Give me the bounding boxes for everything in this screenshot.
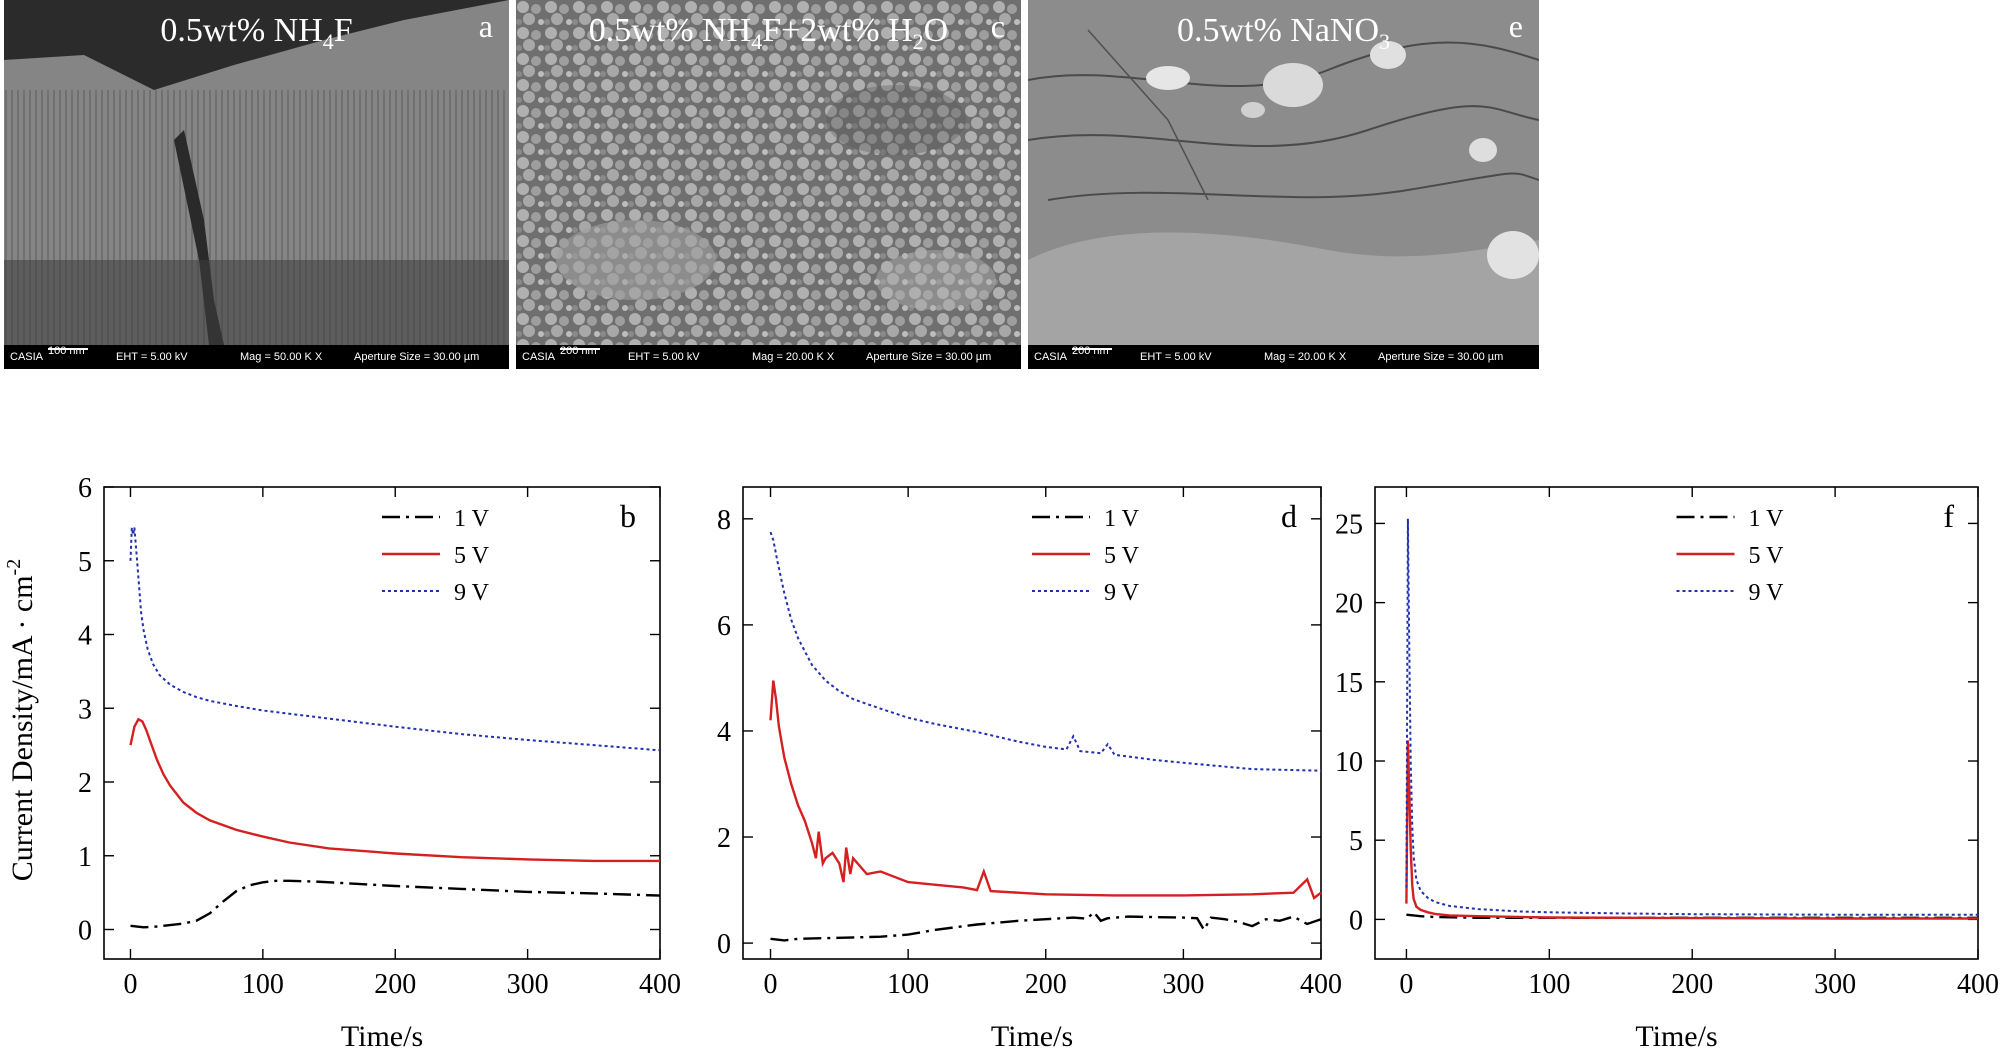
y-tick-label: 15 xyxy=(1335,668,1363,699)
sem-databar: CASIA 100 nm EHT = 5.00 kV Mag = 50.00 K… xyxy=(4,345,509,369)
panel-letter: a xyxy=(478,8,493,44)
x-axis-label: Time/s xyxy=(1635,1020,1717,1053)
mag-label: Mag = 20.00 K X xyxy=(1264,351,1347,363)
sem-image-e: 0.5wt% NaNO3 e CASIA 200 nm EHT = 5.00 k… xyxy=(1028,0,1539,369)
series-line-5v xyxy=(1405,740,1978,920)
aperture-label: Aperture Size = 30.00 µm xyxy=(866,351,992,363)
legend-label: 5 V xyxy=(454,543,490,569)
legend-label: 5 V xyxy=(1104,543,1140,569)
x-tick-label: 100 xyxy=(887,969,929,1000)
aperture-label: Aperture Size = 30.00 µm xyxy=(1378,351,1504,363)
sem-image-a: 0.5wt% NH4F a CASIA 100 nm EHT = 5.00 kV… xyxy=(4,0,509,369)
panel-letter: d xyxy=(1281,498,1297,534)
x-tick-label: 200 xyxy=(374,969,416,1000)
x-tick-label: 0 xyxy=(764,969,778,1000)
series-line-5v xyxy=(769,680,1322,900)
x-tick-label: 200 xyxy=(1025,969,1067,1000)
x-tick-label: 100 xyxy=(242,969,284,1000)
series-line-5v xyxy=(129,717,660,863)
x-tick-label: 0 xyxy=(1399,969,1413,1000)
plot-frame xyxy=(742,486,1322,960)
legend-label: 9 V xyxy=(454,580,490,606)
y-tick-label: 8 xyxy=(717,505,731,536)
y-tick-label: 0 xyxy=(78,916,92,947)
brand-label: CASIA xyxy=(10,351,44,363)
series-line-9v xyxy=(1405,518,1978,916)
eht-label: EHT = 5.00 kV xyxy=(1140,351,1212,363)
y-tick-label: 20 xyxy=(1335,589,1363,620)
sem-label: 0.5wt% NaNO3 xyxy=(1176,12,1391,54)
plot-frame xyxy=(103,486,661,960)
aperture-label: Aperture Size = 30.00 µm xyxy=(354,351,480,363)
legend-label: 1 V xyxy=(454,506,490,532)
y-tick-label: 25 xyxy=(1335,509,1363,540)
sem-databar: CASIA 200 nm EHT = 5.00 kV Mag = 20.00 K… xyxy=(516,345,1021,369)
sem-databar: CASIA 200 nm EHT = 5.00 kV Mag = 20.00 K… xyxy=(1028,345,1539,369)
scale-bar xyxy=(48,348,88,350)
eht-label: EHT = 5.00 kV xyxy=(116,351,188,363)
series-line-9v xyxy=(769,531,1322,772)
x-tick-label: 300 xyxy=(1814,969,1856,1000)
legend-label: 1 V xyxy=(1104,506,1140,532)
brand-label: CASIA xyxy=(1034,351,1068,363)
micrograph-texture xyxy=(1028,0,1539,369)
scale-bar xyxy=(560,348,600,350)
x-tick-label: 400 xyxy=(1300,969,1342,1000)
y-tick-label: 6 xyxy=(78,473,92,504)
x-axis-label: Time/s xyxy=(991,1020,1073,1053)
y-tick-label: 4 xyxy=(78,621,92,652)
y-tick-label: 4 xyxy=(717,717,731,748)
x-tick-label: 200 xyxy=(1671,969,1713,1000)
legend-label: 9 V xyxy=(1104,580,1140,606)
x-axis-label: Time/s xyxy=(341,1020,423,1053)
y-tick-label: 5 xyxy=(1349,826,1363,857)
panel-letter: c xyxy=(990,8,1005,44)
y-tick-label: 0 xyxy=(1349,905,1363,936)
x-tick-label: 300 xyxy=(1162,969,1204,1000)
y-tick-label: 5 xyxy=(78,547,92,578)
y-tick-label: 0 xyxy=(717,929,731,960)
x-tick-label: 100 xyxy=(1528,969,1570,1000)
y-tick-label: 6 xyxy=(717,611,731,642)
y-tick-label: 2 xyxy=(78,768,92,799)
panel-letter: b xyxy=(620,498,636,534)
y-axis-label: Current Density/mA · cm-2 xyxy=(3,559,39,881)
micrograph-texture xyxy=(4,0,509,369)
brand-label: CASIA xyxy=(522,351,556,363)
micrograph-texture xyxy=(516,0,1021,369)
series-line-1v xyxy=(770,910,1322,942)
legend-label: 9 V xyxy=(1749,580,1785,606)
y-tick-label: 3 xyxy=(78,694,92,725)
legend-label: 1 V xyxy=(1749,506,1785,532)
panel-letter: f xyxy=(1943,498,1954,534)
sem-image-c: 0.5wt% NH4F+2wt% H2O c CASIA 200 nm EHT … xyxy=(516,0,1021,369)
y-tick-label: 10 xyxy=(1335,747,1363,778)
legend-label: 5 V xyxy=(1749,543,1785,569)
x-tick-label: 0 xyxy=(123,969,137,1000)
series-line-1v xyxy=(130,879,661,929)
panel-letter: e xyxy=(1508,8,1523,44)
x-tick-label: 400 xyxy=(639,969,681,1000)
sem-label: 0.5wt% NH4F+2wt% H2O xyxy=(588,12,949,54)
y-tick-label: 1 xyxy=(78,842,92,873)
y-tick-label: 2 xyxy=(717,823,731,854)
eht-label: EHT = 5.00 kV xyxy=(628,351,700,363)
sem-label: 0.5wt% NH4F xyxy=(160,12,353,54)
x-tick-label: 300 xyxy=(507,969,549,1000)
mag-label: Mag = 50.00 K X xyxy=(240,351,323,363)
mag-label: Mag = 20.00 K X xyxy=(752,351,835,363)
series-line-9v xyxy=(129,527,661,752)
plot-frame xyxy=(1374,486,1979,960)
scale-bar xyxy=(1072,348,1112,350)
x-tick-label: 400 xyxy=(1957,969,1999,1000)
